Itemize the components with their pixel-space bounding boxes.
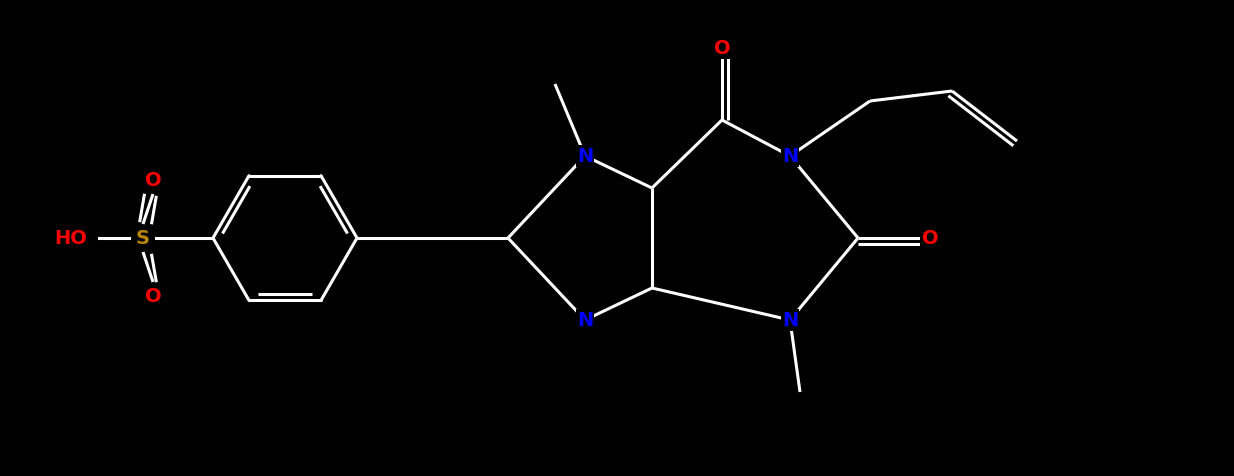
Text: O: O	[144, 287, 162, 306]
Text: O: O	[144, 287, 162, 306]
Text: O: O	[144, 170, 162, 189]
Text: O: O	[713, 39, 731, 58]
Text: O: O	[922, 228, 938, 248]
Text: N: N	[576, 147, 594, 166]
Text: N: N	[576, 310, 594, 329]
Text: N: N	[782, 310, 798, 329]
Text: O: O	[144, 170, 162, 189]
Text: HO: HO	[54, 228, 88, 248]
Text: S: S	[136, 228, 151, 248]
Text: S: S	[136, 228, 151, 248]
Text: HO: HO	[54, 228, 88, 248]
Text: N: N	[782, 147, 798, 166]
